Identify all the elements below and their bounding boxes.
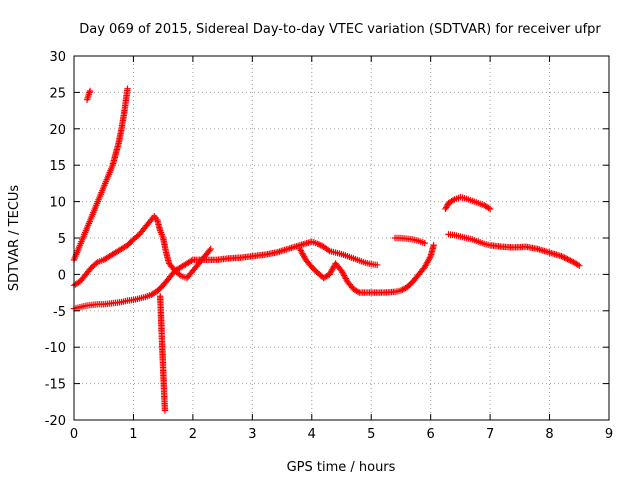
data-point	[430, 242, 437, 249]
data-point	[559, 253, 567, 261]
y-tick-label: 15	[49, 159, 66, 174]
data-point	[443, 204, 450, 211]
data-point	[449, 197, 457, 204]
data-point	[564, 255, 571, 263]
data-points	[70, 85, 583, 414]
data-point	[421, 239, 428, 247]
data-point	[443, 202, 451, 210]
data-point	[397, 287, 405, 294]
data-point	[207, 245, 214, 253]
data-point	[124, 85, 131, 92]
data-point	[317, 242, 324, 249]
data-point	[176, 271, 183, 278]
y-tick-label: -20	[45, 414, 66, 429]
data-point	[206, 247, 213, 254]
data-point	[400, 285, 408, 293]
data-point	[93, 260, 100, 267]
data-point	[399, 286, 406, 293]
grid	[74, 56, 609, 420]
data-point	[373, 261, 381, 269]
x-tick-label: 6	[427, 427, 435, 442]
data-point	[576, 262, 583, 269]
y-tick-label: 30	[49, 50, 66, 65]
y-axis-label: SDTVAR / TECUs	[7, 185, 22, 292]
x-tick-label: 3	[248, 427, 256, 442]
x-tick-label: 0	[70, 427, 78, 442]
data-point	[86, 87, 94, 95]
axis-ticks: 0 1 2 3 4 5 6 7 8 9 30 25 20 15 10 5 0 -5 -10 -15 -20	[45, 50, 613, 442]
chart-title: Day 069 of 2015, Sidereal Day-to-day VTE…	[79, 22, 601, 37]
x-tick-label: 5	[367, 427, 375, 442]
data-point	[485, 204, 492, 212]
y-tick-label: 20	[49, 123, 66, 138]
data-point	[486, 205, 494, 213]
y-tick-label: 0	[58, 268, 66, 283]
x-axis-label: GPS time / hours	[287, 460, 396, 475]
data-point	[354, 288, 362, 295]
x-tick-label: 8	[545, 427, 553, 442]
data-point	[558, 253, 565, 260]
y-tick-label: 5	[58, 232, 66, 247]
data-point	[188, 257, 195, 264]
x-tick-label: 7	[486, 427, 494, 442]
y-tick-label: -15	[45, 378, 66, 393]
data-point	[161, 407, 169, 414]
y-tick-label: 25	[49, 86, 66, 101]
x-tick-label: 4	[308, 427, 316, 442]
data-point	[314, 240, 321, 248]
data-point	[316, 241, 323, 248]
data-point	[324, 246, 332, 254]
x-tick-label: 9	[605, 427, 613, 442]
data-point	[146, 218, 154, 225]
data-point	[562, 255, 570, 262]
data-point	[574, 261, 581, 268]
y-tick-label: 10	[49, 196, 66, 211]
y-tick-label: -10	[45, 341, 66, 356]
y-tick-label: -5	[53, 305, 66, 320]
data-point	[565, 256, 573, 264]
data-point	[567, 257, 574, 264]
x-tick-label: 2	[189, 427, 197, 442]
data-point	[561, 254, 568, 261]
x-tick-label: 1	[129, 427, 137, 442]
data-point	[442, 205, 449, 213]
